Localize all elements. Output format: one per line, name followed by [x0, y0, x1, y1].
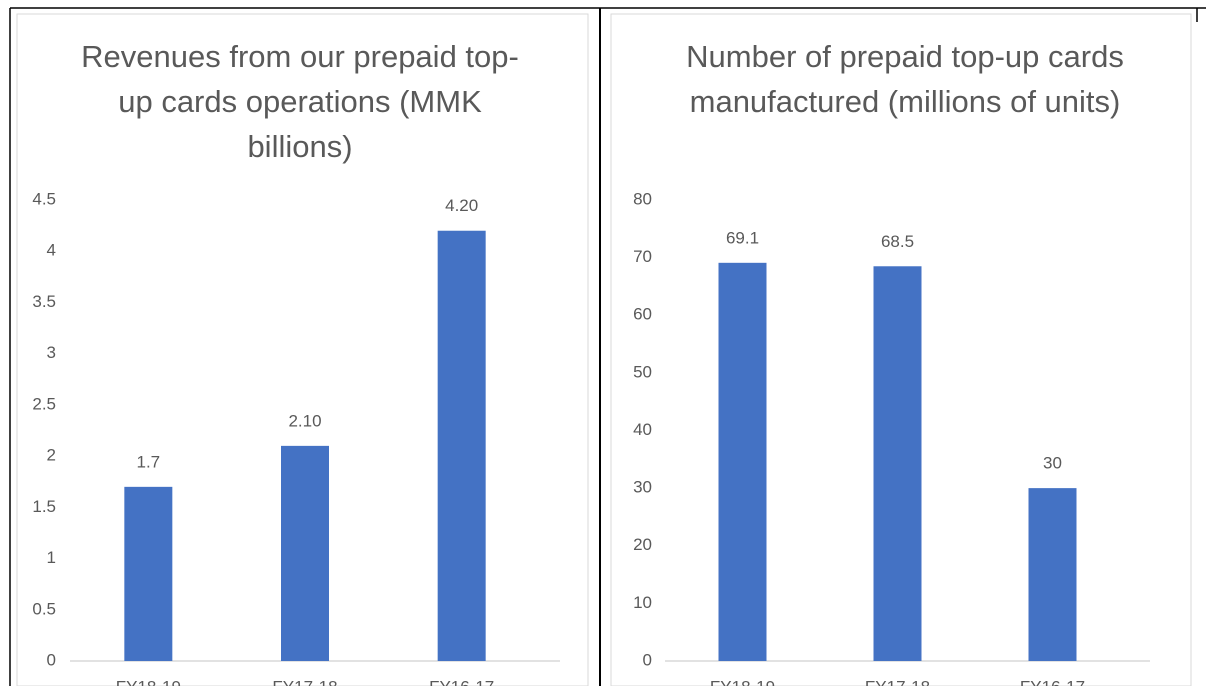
x-tick-label: FY17-18	[865, 677, 930, 686]
bar	[281, 445, 329, 661]
chart-title: Number of prepaid top-up cards manufactu…	[686, 39, 1124, 119]
y-tick-label: 3	[47, 343, 56, 362]
data-label: 68.5	[881, 232, 914, 251]
x-tick-label: FY17-18	[272, 677, 337, 686]
y-tick-label: 0	[47, 650, 56, 669]
y-tick-label: 4.5	[32, 189, 56, 208]
y-tick-label: 50	[633, 362, 652, 381]
chart-frame	[16, 13, 589, 686]
data-label: 1.7	[137, 452, 161, 471]
chart-title: Revenues from our prepaid top-up cards o…	[81, 39, 519, 164]
bar	[1028, 488, 1077, 661]
data-label: 4.20	[445, 196, 478, 215]
data-label: 69.1	[726, 228, 759, 247]
y-tick-label: 10	[633, 593, 652, 612]
bar	[718, 262, 767, 661]
y-tick-label: 1	[47, 548, 56, 567]
y-tick-label: 0	[643, 650, 652, 669]
y-tick-label: 2	[47, 446, 56, 465]
y-tick-label: 2.5	[32, 394, 56, 413]
y-tick-label: 60	[633, 305, 652, 324]
x-tick-label: FY18-19	[116, 677, 181, 686]
y-tick-label: 70	[633, 247, 652, 266]
data-label: 2.10	[288, 411, 321, 430]
x-tick-label: FY16-17	[1020, 677, 1085, 686]
y-tick-label: 30	[633, 478, 652, 497]
y-tick-label: 40	[633, 420, 652, 439]
bar	[437, 230, 486, 661]
x-tick-label: FY18-19	[710, 677, 775, 686]
y-tick-label: 20	[633, 535, 652, 554]
chart-frame	[610, 13, 1192, 686]
bar	[873, 266, 922, 661]
y-tick-label: 4	[47, 241, 56, 260]
data-label: 30	[1043, 454, 1062, 473]
x-tick-label: FY16-17	[429, 677, 494, 686]
y-tick-label: 80	[633, 189, 652, 208]
y-tick-label: 1.5	[32, 497, 56, 516]
bar	[124, 486, 173, 661]
y-tick-label: 3.5	[32, 292, 56, 311]
y-tick-label: 0.5	[32, 599, 56, 618]
